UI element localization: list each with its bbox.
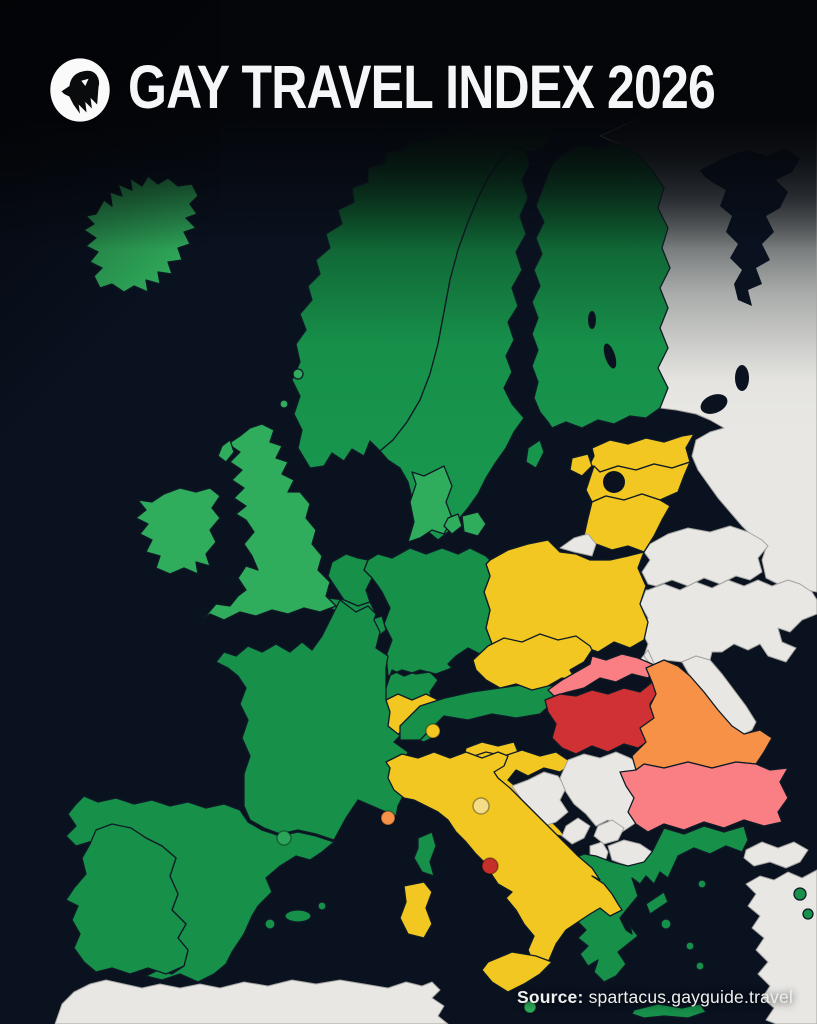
country-czechia [472,633,593,691]
island-orkney [279,399,289,409]
island-sicily [481,951,553,993]
marker-liechtenstein [425,723,441,739]
island-menorca [317,901,327,911]
country-france [215,599,413,841]
marker-andorra [276,830,292,846]
source-label: Source: [516,987,584,1007]
country-kosovo [593,819,625,845]
country-turkey-thrace [743,841,809,869]
header: GAY TRAVEL INDEX 2026 [0,0,817,150]
page-title: GAY TRAVEL INDEX 2026 [128,53,716,121]
island-mallorca [284,909,312,923]
finnish-lake [588,311,596,329]
country-denmark [407,465,453,543]
spartacus-eagle-icon [50,58,110,122]
island-sardinia [399,881,433,939]
country-montenegro [561,817,591,845]
aegean-island [695,961,705,971]
lake-ladoga [700,394,728,414]
finnish-lake [603,343,617,369]
country-italy [385,751,623,973]
gulf-of-riga [603,471,625,493]
island-ibiza [264,918,276,930]
source-value: spartacus.gayguide.travel [583,987,793,1007]
lake-onega [735,365,749,391]
aegean-island [802,908,814,920]
island-crete [631,1003,707,1019]
island-saaremaa [569,453,593,477]
island-shetland [292,368,304,380]
island-zealand [461,511,487,537]
country-north-africa [54,979,449,1024]
country-belarus [641,525,769,587]
source-attribution: Source: spartacus.gayguide.travel [517,987,793,1008]
aegean-island [697,879,707,889]
country-uk [203,423,337,621]
country-kaliningrad [559,533,597,557]
marker-san-marino [472,797,490,815]
marker-malta [523,1000,537,1014]
aegean-island [660,918,672,930]
aegean-island [685,941,695,951]
country-turkey-anatolia [745,869,817,1024]
country-netherlands [327,553,373,607]
country-portugal [65,823,189,975]
aegean-island [793,887,807,901]
country-bulgaria [619,761,789,833]
country-greece [573,825,749,983]
island-funen [443,513,463,535]
marker-monaco [380,810,396,826]
island-corsica [413,831,437,877]
left-vignette [0,0,220,620]
marker-vatican [481,857,499,875]
island-gotland [525,439,545,469]
island-euboea [645,891,669,915]
